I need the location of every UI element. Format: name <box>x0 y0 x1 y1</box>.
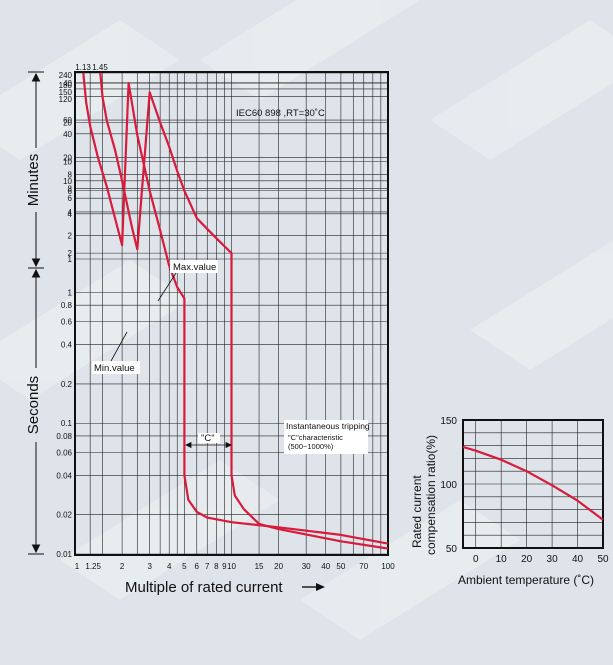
min-leader-line <box>110 331 128 362</box>
min-value-label: Min.value <box>94 363 135 374</box>
max-label-bg <box>170 260 218 273</box>
main-chart-title: IEC60 898 ,RT=30˚C <box>236 108 325 119</box>
y-tick-label-minutes: 60 <box>63 116 72 125</box>
x-axis-arrow <box>302 583 325 591</box>
comp-ratio-curve <box>462 445 604 521</box>
comp-x-tick-label: 40 <box>572 554 584 565</box>
x-tick-label: 8 <box>214 562 219 571</box>
comp-y-ticks: 50 100 150 <box>440 416 457 555</box>
y-tick-label-seconds: 0.4 <box>61 341 73 350</box>
instantaneous-tripping-label: Instantaneous tripping <box>286 421 370 431</box>
y-tick-label-seconds: 0.06 <box>56 448 72 457</box>
x-tick-label: 7 <box>205 562 210 571</box>
y-tick-label-minutes: 120 <box>59 95 73 104</box>
x-tick-label: 15 <box>255 562 264 571</box>
y-tick-label-seconds: 2 <box>68 249 73 258</box>
y-tick-label-minutes: 10 <box>63 177 72 186</box>
main-curves <box>82 72 389 550</box>
c-characteristic-label: "C"characteristic <box>288 433 343 442</box>
minutes-axis-label: Minutes <box>25 154 42 207</box>
y-tick-label-minutes: 8 <box>68 184 73 193</box>
y-tick-label-minutes: 180 <box>59 81 73 90</box>
main-top-labels: 1.13 1.45 <box>75 63 108 72</box>
y-tick-label-minutes: 20 <box>63 153 72 162</box>
y-tick-label-minutes: 6 <box>68 194 73 203</box>
y-tick-label-minutes: 4 <box>68 208 73 217</box>
y-tick-label-minutes: 150 <box>59 88 73 97</box>
y-tick-label-seconds: 0.8 <box>61 301 73 310</box>
max-leader-line <box>157 272 177 302</box>
x-tick-label: 5 <box>182 562 187 571</box>
y-tick-label-minutes: 40 <box>63 130 72 139</box>
x-tick-label: 10 <box>227 562 236 571</box>
curve-min-value <box>82 72 389 545</box>
top-x-label: 1.45 <box>92 63 108 72</box>
y-tick-label-seconds: 1 <box>68 288 73 297</box>
x-tick-label: 40 <box>321 562 330 571</box>
x-tick-label: 50 <box>336 562 345 571</box>
inst-label-bg <box>284 420 368 454</box>
comp-x-tick-label: 10 <box>496 554 508 565</box>
max-value-label: Max.value <box>173 262 216 273</box>
comp-x-tick-label: 20 <box>521 554 533 565</box>
x-tick-label: 20 <box>274 562 283 571</box>
x-tick-label: 1 <box>75 562 80 571</box>
main-x-ticks: 1 1.25 2 3 4 5 6 7 8 9 10 15 20 30 40 50 70 100 <box>75 562 395 571</box>
comp-y-tick-label: 100 <box>440 480 457 491</box>
comp-y-label-line1: Rated current <box>410 475 424 548</box>
main-x-axis-label: Multiple of rated current <box>125 579 283 596</box>
main-y-ticks: 2401801501206040201086421402010864210.80… <box>56 71 72 559</box>
comp-y-label-line2: compensation ratio(%) <box>424 435 438 555</box>
x-tick-label: 9 <box>222 562 227 571</box>
top-x-label: 1.13 <box>75 63 91 72</box>
y-tick-label-seconds: 0.2 <box>61 380 73 389</box>
comp-x-tick-label: 30 <box>547 554 559 565</box>
curve-max-value <box>99 72 389 550</box>
c-range-arrow <box>185 441 232 449</box>
x-tick-label: 70 <box>359 562 368 571</box>
c-characteristic-range: (500~1000%) <box>288 442 334 451</box>
min-label-bg <box>92 361 140 374</box>
comp-plot-frame <box>462 419 604 549</box>
main-grid <box>75 72 388 555</box>
comp-grid <box>463 420 603 548</box>
comp-curve <box>462 445 604 521</box>
comp-x-axis-label: Ambient temperature (˚C) <box>458 573 594 587</box>
comp-x-tick-label: 50 <box>597 554 609 565</box>
x-tick-label: 100 <box>381 562 395 571</box>
x-tick-label: 4 <box>167 562 172 571</box>
y-tick-label-minutes: 1 <box>68 255 73 264</box>
y-tick-label-seconds: 10 <box>63 158 72 167</box>
y-tick-label-seconds: 0.01 <box>56 550 72 559</box>
y-tick-label-seconds: 0.04 <box>56 471 72 480</box>
c-label-bg <box>198 433 220 443</box>
comp-x-ticks: 0 10 20 30 40 50 <box>473 554 609 565</box>
comp-x-tick-label: 0 <box>473 554 479 565</box>
y-tick-label-seconds: 4 <box>68 210 73 219</box>
side-axis-brackets <box>28 71 44 555</box>
x-tick-label: 6 <box>195 562 200 571</box>
y-tick-label-minutes: 2 <box>68 231 73 240</box>
x-tick-label: 1.25 <box>85 562 101 571</box>
x-tick-label: 2 <box>120 562 125 571</box>
x-tick-label: 30 <box>302 562 311 571</box>
y-tick-label-seconds: 20 <box>63 118 72 127</box>
c-label: "C" <box>201 433 215 444</box>
x-tick-label: 3 <box>147 562 152 571</box>
y-tick-label-seconds: 0.08 <box>56 432 72 441</box>
y-tick-label-seconds: 6 <box>68 187 73 196</box>
y-tick-label-seconds: 8 <box>68 170 73 179</box>
y-tick-label-seconds: 40 <box>63 79 72 88</box>
comp-y-tick-label: 150 <box>440 416 457 427</box>
y-tick-label-seconds: 0.6 <box>61 318 73 327</box>
comp-y-tick-label: 50 <box>446 544 458 555</box>
y-tick-label-seconds: 0.02 <box>56 511 72 520</box>
y-tick-label-minutes: 240 <box>59 71 73 80</box>
y-tick-label-seconds: 0.1 <box>61 419 73 428</box>
main-plot-frame <box>74 71 389 556</box>
seconds-axis-label: Seconds <box>25 376 42 434</box>
